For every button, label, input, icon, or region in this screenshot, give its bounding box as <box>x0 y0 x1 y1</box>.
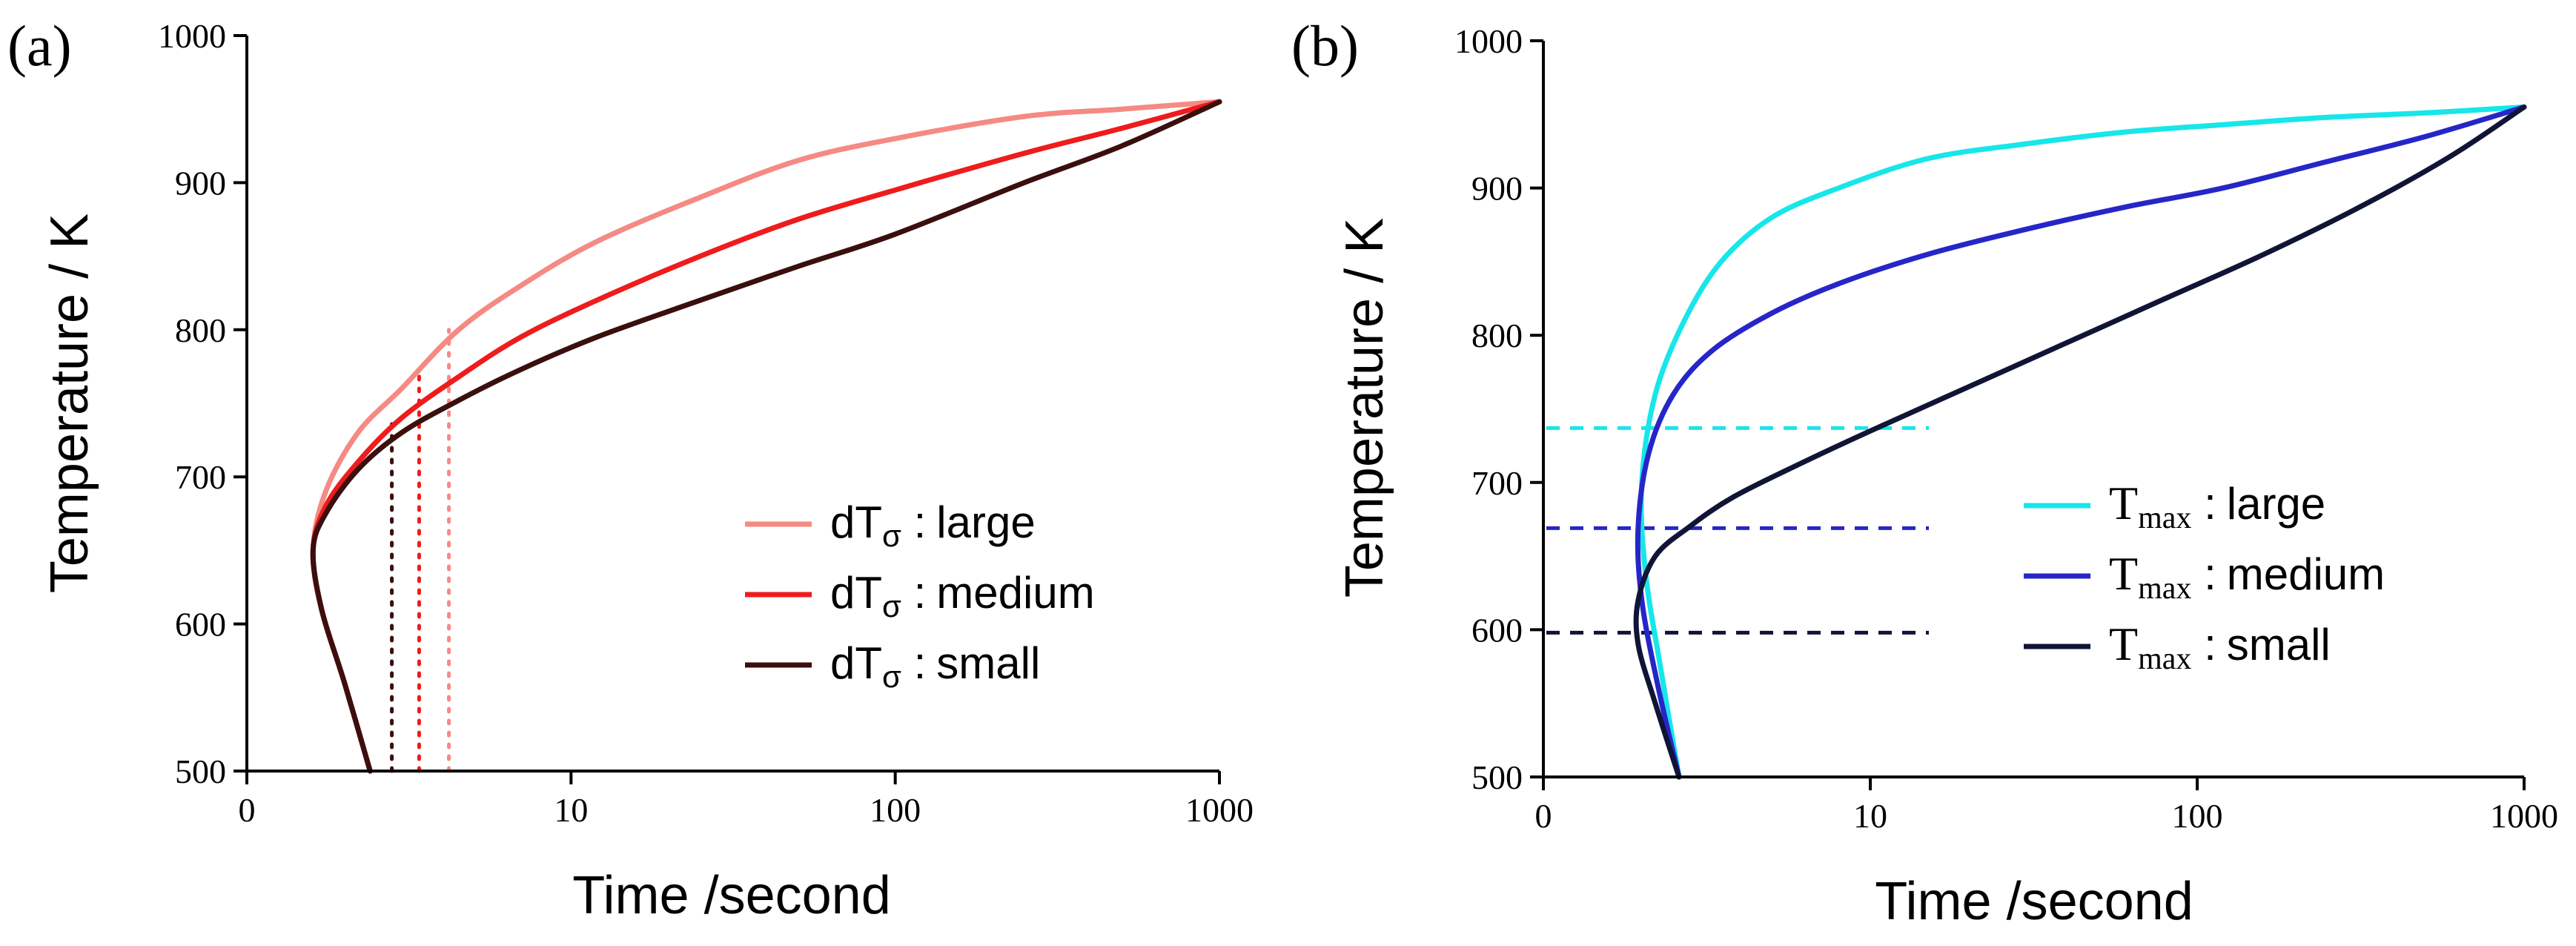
legend-label: medium <box>2227 549 2385 599</box>
y-tick-label: 600 <box>1471 611 1523 649</box>
y-tick-label: 800 <box>1471 317 1523 354</box>
panel-a-letter: (a) <box>7 13 72 78</box>
legend-subscript: max <box>2138 501 2191 535</box>
panel-b-letter: (b) <box>1291 13 1359 78</box>
legend-label: medium <box>936 568 1094 618</box>
x-tick-label: 1000 <box>1185 791 1254 829</box>
legend-label: large <box>936 497 1035 547</box>
y-tick-label: 900 <box>175 164 226 202</box>
legend-entry: Tmax : large <box>2109 477 2325 535</box>
legend-separator: : <box>901 497 926 547</box>
panel-b-xlabel: Time /second <box>1875 872 2193 931</box>
y-tick-label: 700 <box>175 458 226 496</box>
legend-entry: Tmax : small <box>2109 618 2331 676</box>
y-tick-label: 600 <box>175 606 226 644</box>
legend-symbol: T <box>2109 618 2138 670</box>
legend-separator: : <box>901 638 926 688</box>
legend-entry: Tmax : medium <box>2109 547 2385 606</box>
legend-label: small <box>2227 620 2331 669</box>
x-tick-label: 10 <box>1853 797 1887 835</box>
x-tick-label: 0 <box>1535 797 1552 835</box>
legend-entry: dTσ : small <box>830 638 1040 694</box>
legend-subscript: max <box>2138 572 2191 606</box>
series-line-small <box>310 99 1222 774</box>
panel-a-ylabel: Temperature / K <box>40 214 99 593</box>
x-tick-label: 10 <box>554 791 588 829</box>
legend-label: large <box>2227 479 2325 529</box>
legend-label: small <box>936 638 1040 688</box>
x-tick-label: 0 <box>239 791 256 829</box>
x-tick-label: 1000 <box>2490 797 2558 835</box>
legend-separator: : <box>2191 479 2216 529</box>
series-line-medium <box>1635 104 2527 780</box>
legend-separator: : <box>2191 620 2216 669</box>
legend-symbol: dT <box>830 497 882 547</box>
y-tick-label: 500 <box>1471 758 1523 796</box>
legend-symbol: T <box>2109 547 2138 600</box>
legend-entry: dTσ : large <box>830 497 1036 553</box>
legend-entry: dTσ : medium <box>830 568 1095 624</box>
x-tick-label: 100 <box>2172 797 2223 835</box>
legend-symbol: dT <box>830 638 882 688</box>
legend-subscript: σ <box>882 518 901 553</box>
legend-subscript: σ <box>882 659 901 694</box>
legend-symbol: dT <box>830 568 882 618</box>
panel-a: (a) 500 600 700 800 900 1000 0 10 100 1000 Time … <box>7 13 1254 925</box>
legend-separator: : <box>901 568 926 618</box>
panel-a-axes <box>245 36 1219 773</box>
legend-separator: : <box>2191 549 2216 599</box>
y-tick-label: 800 <box>175 311 226 349</box>
panel-b-ylabel: Temperature / K <box>1335 218 1394 598</box>
y-tick-label: 900 <box>1471 170 1523 208</box>
legend-subscript: max <box>2138 642 2191 676</box>
legend-symbol: T <box>2109 477 2138 529</box>
series-line-small <box>1633 104 2527 780</box>
panel-b-axes <box>1542 41 2524 778</box>
y-tick-label: 500 <box>175 752 226 790</box>
legend-subscript: σ <box>882 589 901 624</box>
y-tick-label: 1000 <box>1454 22 1523 60</box>
panel-a-xlabel: Time /second <box>572 866 891 925</box>
y-tick-label: 1000 <box>158 17 226 55</box>
y-tick-label: 700 <box>1471 464 1523 502</box>
x-tick-label: 100 <box>870 791 921 829</box>
panel-b: (b) 500 600 700 800 900 1000 0 10 100 1000 Time … <box>1291 13 2558 931</box>
series-line-large <box>1638 104 2527 780</box>
